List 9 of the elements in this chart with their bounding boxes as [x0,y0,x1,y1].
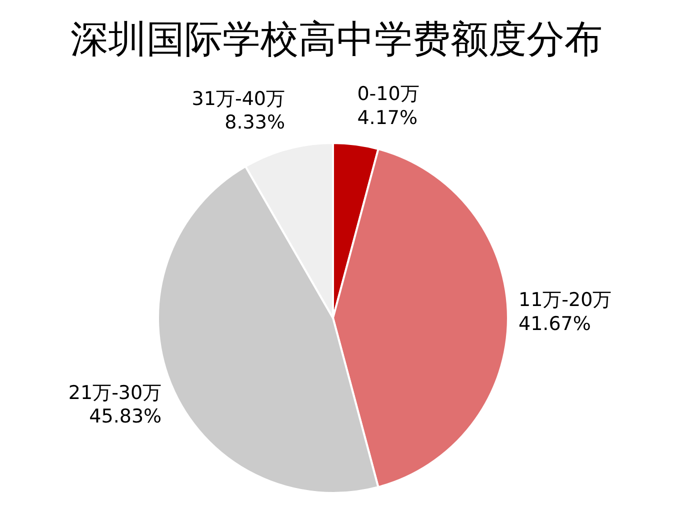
chart-title: 深圳国际学校高中学费额度分布 [70,17,602,61]
data-label: 8.33% [224,112,286,134]
slice-label: 11万-20万 [518,289,612,312]
slice-label: 0-10万 [357,83,420,106]
data-label: 4.17% [357,106,418,129]
slice-label: 21万-30万 [68,382,162,404]
slice-label: 31万-40万 [192,88,286,110]
data-label: 45.83% [89,406,162,428]
data-label: 41.67% [518,312,591,335]
